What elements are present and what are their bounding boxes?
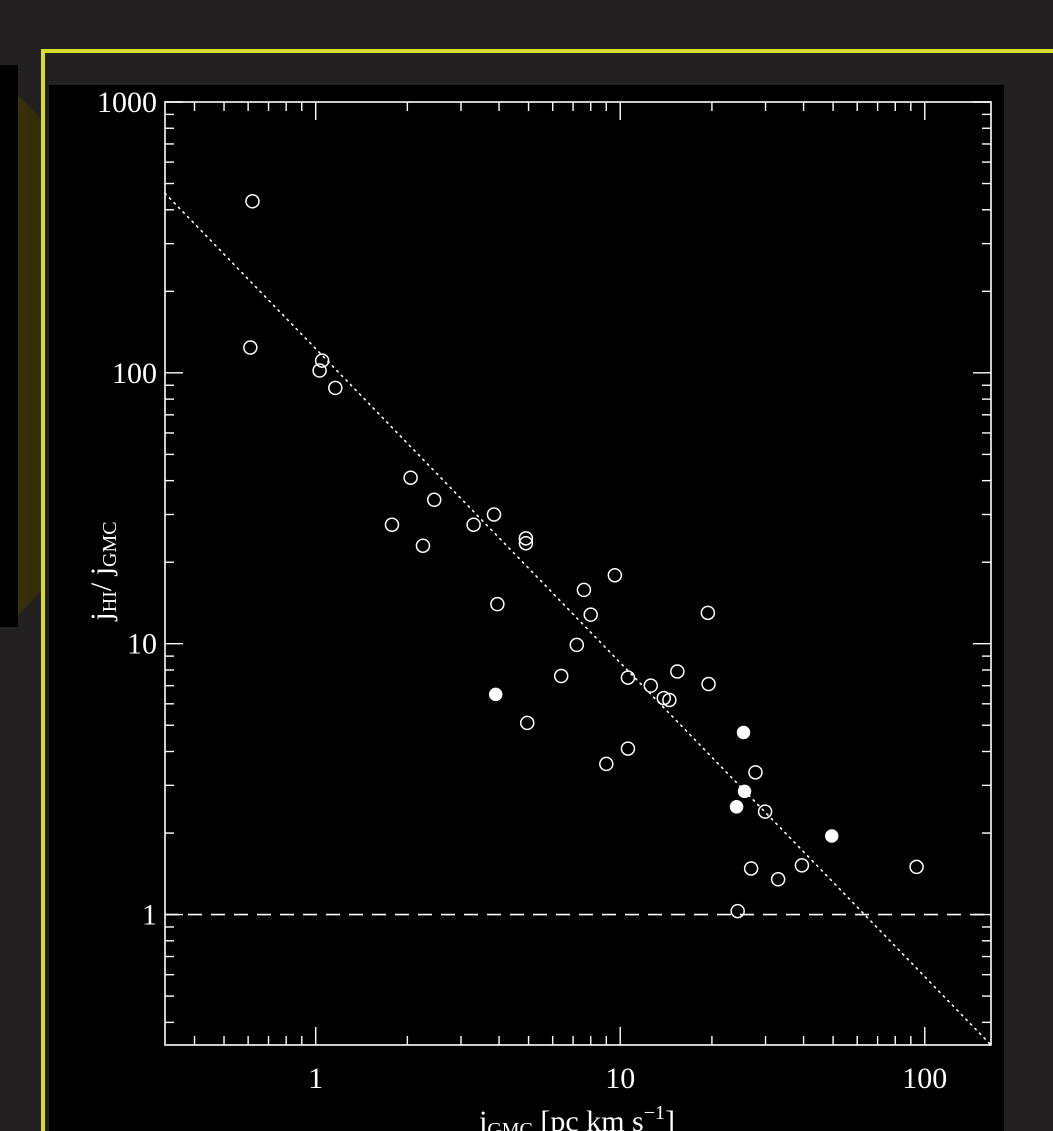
- filled-data-point: [729, 800, 744, 814]
- open-data-point: [426, 492, 442, 508]
- tick-labels: 1 10 100 1 10 100 1000: [97, 86, 947, 1095]
- open-data-point: [490, 596, 505, 612]
- open-data-point: [415, 538, 431, 553]
- filled-data-point: [488, 687, 503, 702]
- open-data-point: [743, 861, 759, 876]
- open-data-point: [245, 194, 260, 209]
- filled-data-point: [825, 829, 839, 843]
- open-data-point: [700, 605, 716, 621]
- open-data-point: [576, 582, 592, 598]
- open-data-point: [403, 470, 418, 485]
- data-points: [243, 194, 924, 919]
- open-data-point: [670, 664, 685, 679]
- open-data-point: [486, 507, 502, 522]
- plot-background: [49, 85, 1004, 1131]
- y-axis-title: jHI/ jGMC: [85, 521, 121, 621]
- reference-lines: [164, 192, 992, 1046]
- open-data-point: [553, 668, 569, 684]
- axes-box: [164, 101, 992, 1046]
- open-data-point: [314, 353, 330, 368]
- open-data-point: [730, 903, 745, 919]
- open-data-point: [701, 676, 716, 692]
- open-data-point: [794, 858, 810, 873]
- open-data-point: [583, 607, 598, 622]
- open-data-point: [518, 531, 534, 546]
- y-tick-label: 1000: [97, 86, 157, 119]
- axes-frame: [164, 101, 992, 1046]
- open-data-point: [569, 637, 585, 653]
- open-data-point: [607, 567, 623, 583]
- open-data-point: [757, 804, 773, 819]
- open-data-point: [384, 517, 400, 532]
- x-axis-title: jGMC [pc km s−1]: [478, 1102, 675, 1131]
- x-tick-label: 1: [308, 1062, 323, 1095]
- open-data-point: [599, 756, 614, 772]
- open-data-point: [620, 741, 636, 756]
- open-data-point: [519, 715, 535, 731]
- x-tick-label: 100: [902, 1062, 947, 1095]
- axis-ticks: [165, 101, 991, 1045]
- y-tick-label: 10: [127, 628, 157, 661]
- open-data-point: [909, 859, 924, 875]
- y-tick-label: 1: [142, 899, 157, 932]
- open-data-point: [243, 340, 258, 355]
- filled-data-point: [736, 725, 751, 740]
- open-data-point: [328, 380, 343, 396]
- open-data-point: [312, 363, 327, 378]
- open-data-point: [748, 765, 763, 780]
- y-tick-label: 100: [112, 357, 157, 390]
- open-data-point: [466, 517, 481, 532]
- open-data-point: [662, 692, 677, 708]
- open-data-point: [643, 678, 659, 693]
- open-data-point: [620, 670, 636, 685]
- open-data-point: [656, 690, 672, 706]
- x-tick-label: 10: [605, 1062, 635, 1095]
- background-panel: [0, 65, 18, 627]
- filled-data-point: [737, 784, 752, 799]
- open-data-point: [770, 872, 786, 887]
- fit-dotted-line: [164, 192, 992, 1046]
- open-data-point: [518, 535, 534, 551]
